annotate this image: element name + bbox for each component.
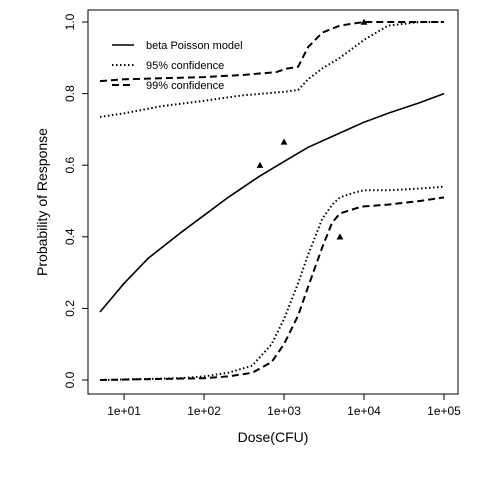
series-line-solid-0 bbox=[99, 92, 445, 313]
series-line-dotted-2 bbox=[99, 185, 445, 381]
y-tick-label: 0.8 bbox=[63, 85, 77, 102]
y-axis: 0.0 0.2 0.4 0.6 0.8 1.0 bbox=[63, 13, 89, 388]
y-axis-title: Probability of Response bbox=[34, 128, 50, 276]
observed-point-3 bbox=[360, 18, 368, 25]
x-axis-title: Dose(CFU) bbox=[238, 429, 309, 445]
legend-label-model: beta Poisson model bbox=[146, 40, 243, 52]
x-axis: 1e+01 1e+02 1e+03 1e+04 1e+05 bbox=[107, 393, 461, 418]
legend: beta Poisson model 95% confidence 99% co… bbox=[112, 40, 243, 92]
legend-label-99: 99% confidence bbox=[146, 80, 224, 92]
plot-area-frame bbox=[87, 9, 459, 395]
series-line-dashed-4 bbox=[99, 196, 445, 381]
y-tick-label: 0.2 bbox=[63, 300, 77, 317]
legend-label-95: 95% confidence bbox=[146, 60, 224, 72]
curves-layer bbox=[99, 21, 445, 381]
observed-points-layer bbox=[256, 18, 368, 240]
x-tick-label: 1e+05 bbox=[427, 404, 461, 418]
series-line-dashed-3 bbox=[99, 21, 444, 83]
y-tick-label: 1.0 bbox=[63, 13, 77, 30]
y-tick-label: 0.6 bbox=[63, 157, 77, 174]
x-tick-label: 1e+04 bbox=[347, 404, 381, 418]
x-tick-label: 1e+03 bbox=[267, 404, 301, 418]
x-tick-label: 1e+02 bbox=[187, 404, 221, 418]
y-tick-label: 0.4 bbox=[63, 228, 77, 245]
observed-point-2 bbox=[336, 233, 344, 240]
observed-point-0 bbox=[256, 161, 264, 168]
y-tick-label: 0.0 bbox=[63, 371, 77, 388]
observed-point-1 bbox=[280, 138, 288, 145]
x-tick-label: 1e+01 bbox=[107, 404, 141, 418]
